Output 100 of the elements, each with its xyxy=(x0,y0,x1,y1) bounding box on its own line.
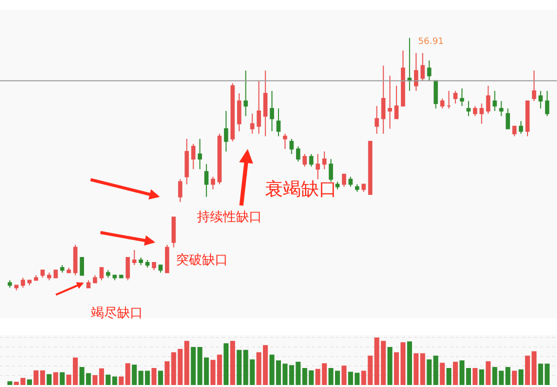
annotation: 持续性缺口 xyxy=(197,210,262,225)
bar xyxy=(368,356,373,386)
candlestick xyxy=(434,80,438,110)
candlestick xyxy=(532,70,536,102)
candlestick xyxy=(119,274,124,278)
candlestick xyxy=(453,90,458,104)
bar xyxy=(433,356,438,386)
candlestick xyxy=(132,249,136,266)
candlestick xyxy=(198,138,202,170)
bar xyxy=(361,370,366,386)
candlestick xyxy=(394,85,399,120)
bar xyxy=(472,368,478,386)
candlestick xyxy=(270,90,274,132)
bar xyxy=(492,367,498,386)
candlestick xyxy=(73,244,78,276)
candlestick xyxy=(518,120,524,134)
candlestick xyxy=(446,90,451,110)
text: 竭尽缺口 xyxy=(91,306,143,321)
candlestick xyxy=(40,270,45,278)
bar xyxy=(407,341,412,386)
candlestick xyxy=(178,178,182,202)
candlestick xyxy=(309,153,314,168)
candlestick xyxy=(263,70,268,137)
candlestick xyxy=(492,90,497,112)
candlestick xyxy=(362,184,366,192)
candlestick xyxy=(368,140,372,195)
candlestick xyxy=(80,257,84,276)
candlestick xyxy=(60,264,64,274)
bar xyxy=(236,350,242,386)
bar xyxy=(27,379,32,386)
candlestick xyxy=(184,138,189,185)
candlestick xyxy=(145,260,150,268)
candlestick xyxy=(328,158,334,182)
bar xyxy=(440,362,445,386)
candlestick xyxy=(34,274,38,281)
candlestick xyxy=(47,272,52,281)
candlestick xyxy=(348,176,353,188)
candlestick xyxy=(427,60,432,82)
bar xyxy=(302,368,308,386)
candlestick xyxy=(290,138,294,154)
candlestick xyxy=(316,153,320,180)
bar xyxy=(446,368,452,386)
candlestick xyxy=(296,146,300,162)
candlestick xyxy=(138,257,143,266)
candlestick xyxy=(525,100,530,137)
candlestick xyxy=(112,274,117,281)
bar xyxy=(387,347,392,386)
candlestick xyxy=(414,52,418,92)
candlestick xyxy=(204,164,209,198)
candlestick xyxy=(545,90,550,117)
candlestick xyxy=(106,270,110,278)
candlestick xyxy=(237,92,242,132)
bar xyxy=(308,370,314,386)
candlestick xyxy=(86,280,91,288)
candlestick xyxy=(217,133,222,185)
candlestick xyxy=(224,110,228,152)
candlestick xyxy=(506,108,510,130)
candlestick xyxy=(164,244,170,274)
candlestick xyxy=(20,277,26,288)
bar xyxy=(342,366,346,386)
bar xyxy=(426,359,432,386)
candlestick xyxy=(440,98,444,110)
bar xyxy=(46,374,52,386)
candlestick xyxy=(460,88,464,107)
candlestick xyxy=(14,284,18,291)
candlestick xyxy=(230,82,235,142)
candlestick xyxy=(512,126,517,137)
bar xyxy=(518,369,524,386)
candlestick xyxy=(66,267,71,274)
bar xyxy=(479,369,484,386)
candlestick xyxy=(480,102,484,124)
bar xyxy=(230,340,236,386)
candlestick xyxy=(466,100,471,117)
candlestick xyxy=(250,113,254,134)
annotation: 突破缺口 xyxy=(176,253,228,268)
candlestick xyxy=(407,37,412,92)
annotation: 56.91 xyxy=(418,37,444,47)
bar xyxy=(224,343,229,386)
annotation: 衰竭缺口 xyxy=(265,179,337,200)
candlestick xyxy=(54,270,58,278)
bar xyxy=(158,370,163,386)
candlestick xyxy=(191,143,196,170)
candlestick xyxy=(486,85,490,114)
candlestick xyxy=(302,153,307,168)
bar xyxy=(250,359,255,386)
bar xyxy=(512,370,517,386)
candlestick xyxy=(158,264,163,274)
candlestick xyxy=(27,280,32,286)
candlestick xyxy=(538,90,543,110)
bar xyxy=(118,376,124,386)
candlestick xyxy=(276,108,281,137)
bar xyxy=(178,348,183,386)
bar xyxy=(452,362,458,386)
candlestick xyxy=(472,106,478,117)
bar xyxy=(53,372,58,386)
candlestick xyxy=(210,176,216,190)
candlestick xyxy=(335,181,340,190)
bar xyxy=(486,361,491,386)
candlestick xyxy=(8,280,12,288)
candlestick xyxy=(355,184,360,192)
